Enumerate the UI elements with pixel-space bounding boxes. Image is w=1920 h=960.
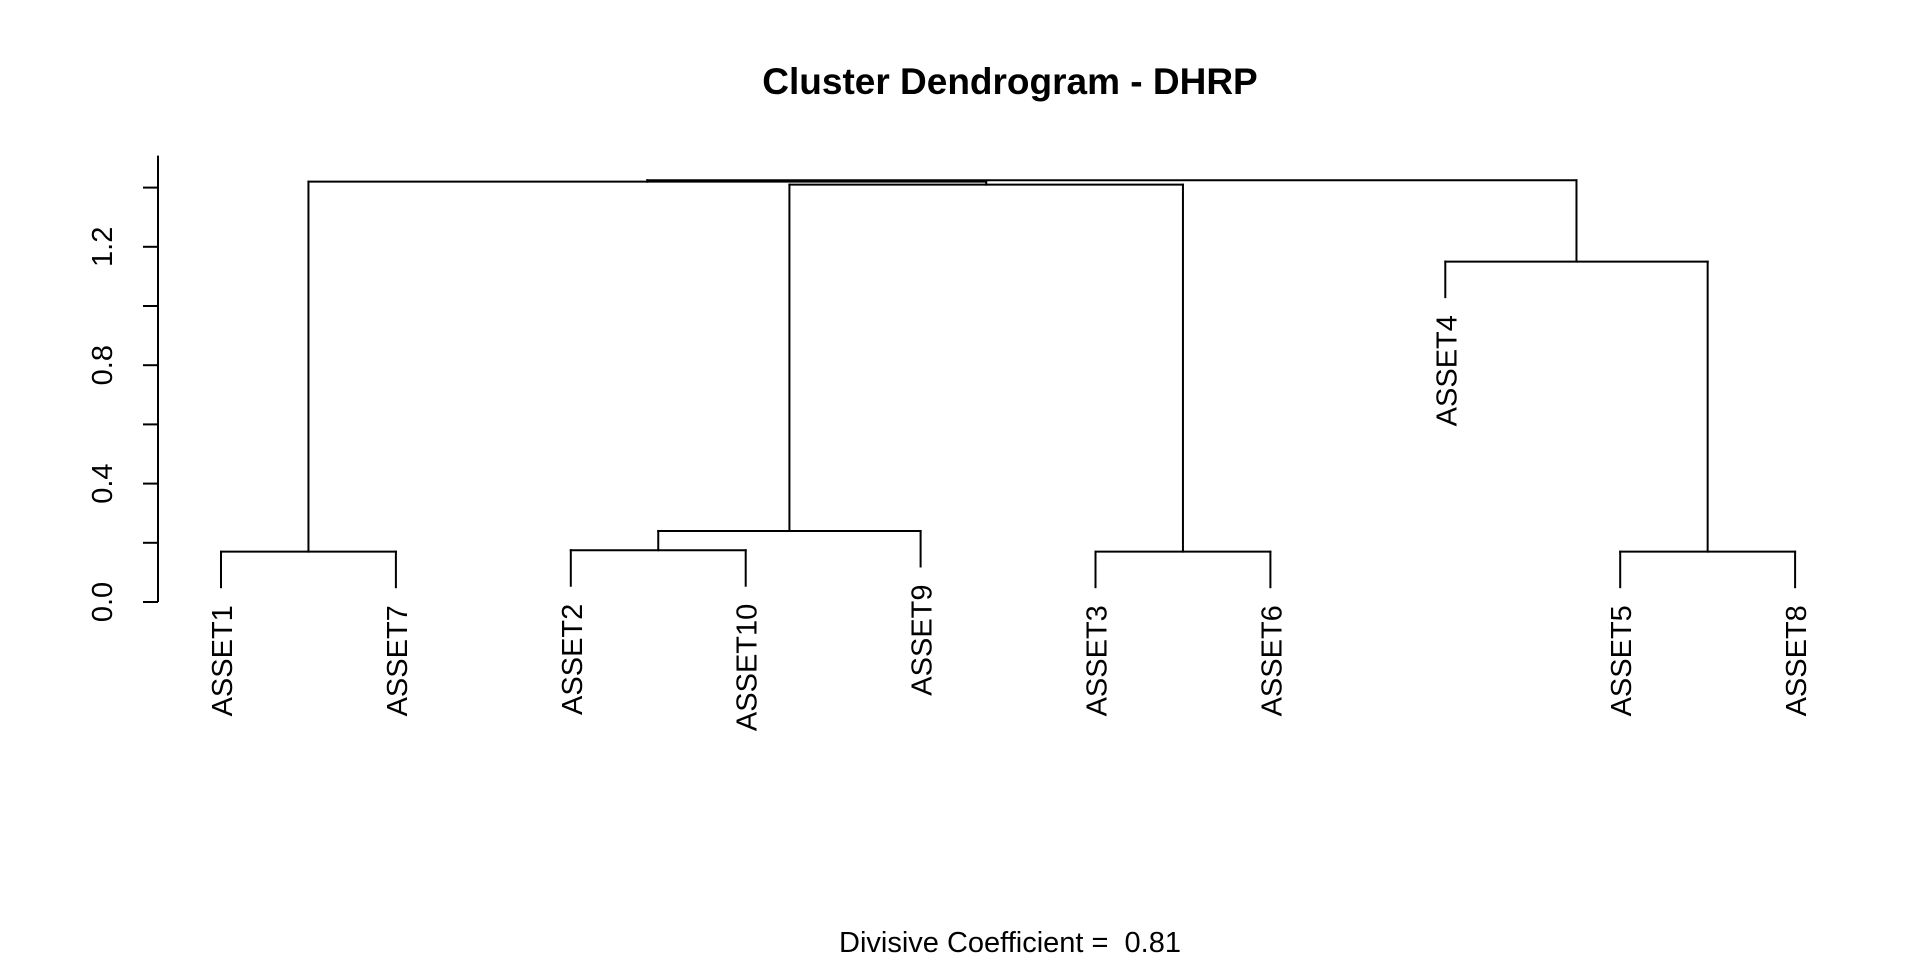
leaf-label: ASSET5	[1606, 605, 1638, 716]
subtitle-label: Divisive Coefficient =	[839, 927, 1117, 959]
leaf-label: ASSET4	[1431, 315, 1463, 426]
leaf-label: ASSET9	[907, 584, 939, 695]
leaf-label: ASSET10	[732, 604, 764, 731]
dendrogram-tree	[220, 179, 1797, 589]
leaf-label: ASSET2	[557, 604, 589, 715]
leaf-labels: ASSET1 ASSET7 ASSET2 ASSET10 ASSET9 ASSET3 ASS…	[207, 315, 1813, 731]
leaf-label: ASSET7	[382, 605, 414, 716]
y-tick-label: 0.8	[87, 345, 119, 385]
y-tick-label: 0.0	[87, 582, 119, 622]
leaf-label: ASSET6	[1256, 605, 1288, 716]
chart-subtitle: Divisive Coefficient = 0.81	[839, 927, 1181, 959]
leaf-label: ASSET8	[1781, 605, 1813, 716]
leaf-label: ASSET1	[207, 605, 239, 716]
chart-title: Cluster Dendrogram - DHRP	[762, 61, 1257, 102]
leaf-label: ASSET3	[1082, 605, 1114, 716]
subtitle-value: 0.81	[1125, 927, 1181, 959]
y-tick-label: 1.2	[87, 227, 119, 267]
y-tick-label: 0.4	[87, 463, 119, 503]
y-axis: 0.0 0.4 0.8 1.2	[87, 155, 159, 622]
